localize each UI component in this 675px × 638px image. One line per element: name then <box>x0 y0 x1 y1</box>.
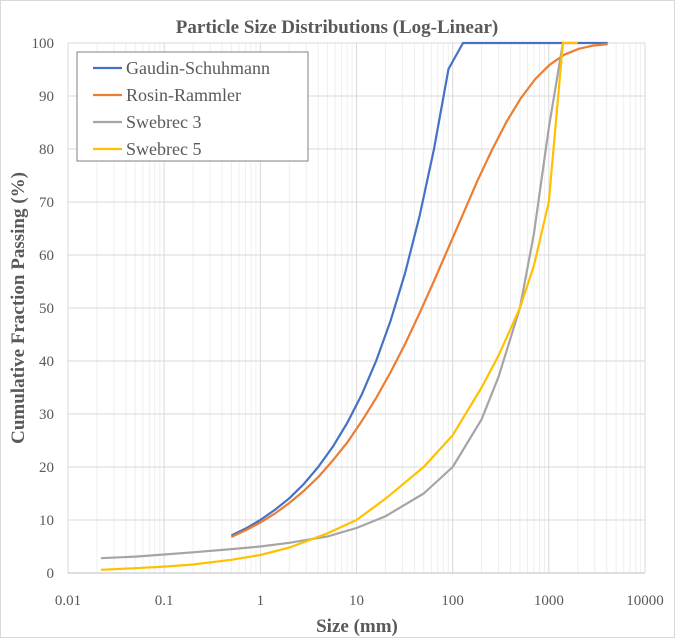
x-axis-label: Size (mm) <box>316 616 398 637</box>
x-tick-label: 1000 <box>534 593 564 609</box>
y-tick-label: 60 <box>39 248 54 264</box>
legend-box <box>76 51 309 162</box>
y-tick-label: 90 <box>39 89 54 105</box>
y-tick-label: 70 <box>39 195 54 211</box>
series-line-swebrec-5 <box>100 41 578 571</box>
x-tick-label: 10000 <box>626 593 664 609</box>
y-tick-label: 40 <box>39 354 54 370</box>
tick-labels: 0.01 0.1 1 10 100 1000 10000 0 10 20 30 40 50 60 70 80 9… <box>32 36 664 609</box>
y-tick-label: 100 <box>32 36 55 52</box>
legend-label-swebrec-5: Swebrec 5 <box>126 139 201 159</box>
series-lines <box>100 41 608 571</box>
y-tick-label: 20 <box>39 460 54 476</box>
y-axis-label: Cumulative Fraction Passing (%) <box>8 172 29 444</box>
y-tick-label: 0 <box>47 566 55 582</box>
legend-label-gaudin-schuhmann: Gaudin-Schuhmann <box>126 58 270 78</box>
x-tick-label: 0.01 <box>55 593 81 609</box>
chart-title: Particle Size Distributions (Log-Linear) <box>176 17 498 38</box>
x-tick-label: 0.1 <box>155 593 174 609</box>
y-tick-label: 80 <box>39 142 54 158</box>
series-line-rosin-rammler <box>230 43 608 538</box>
legend-label-swebrec-3: Swebrec 3 <box>126 112 201 132</box>
y-tick-label: 50 <box>39 301 54 317</box>
y-tick-label: 30 <box>39 407 54 423</box>
x-tick-label: 100 <box>441 593 464 609</box>
legend: Gaudin-Schuhmann Rosin-Rammler Swebrec 3 Sw… <box>76 51 309 162</box>
series-line-swebrec-3 <box>100 42 564 560</box>
x-tick-label: 1 <box>257 593 265 609</box>
legend-label-rosin-rammler: Rosin-Rammler <box>126 85 241 105</box>
series-line-gaudin-schuhmann <box>230 41 608 537</box>
x-tick-label: 10 <box>349 593 364 609</box>
y-tick-label: 10 <box>39 513 54 529</box>
